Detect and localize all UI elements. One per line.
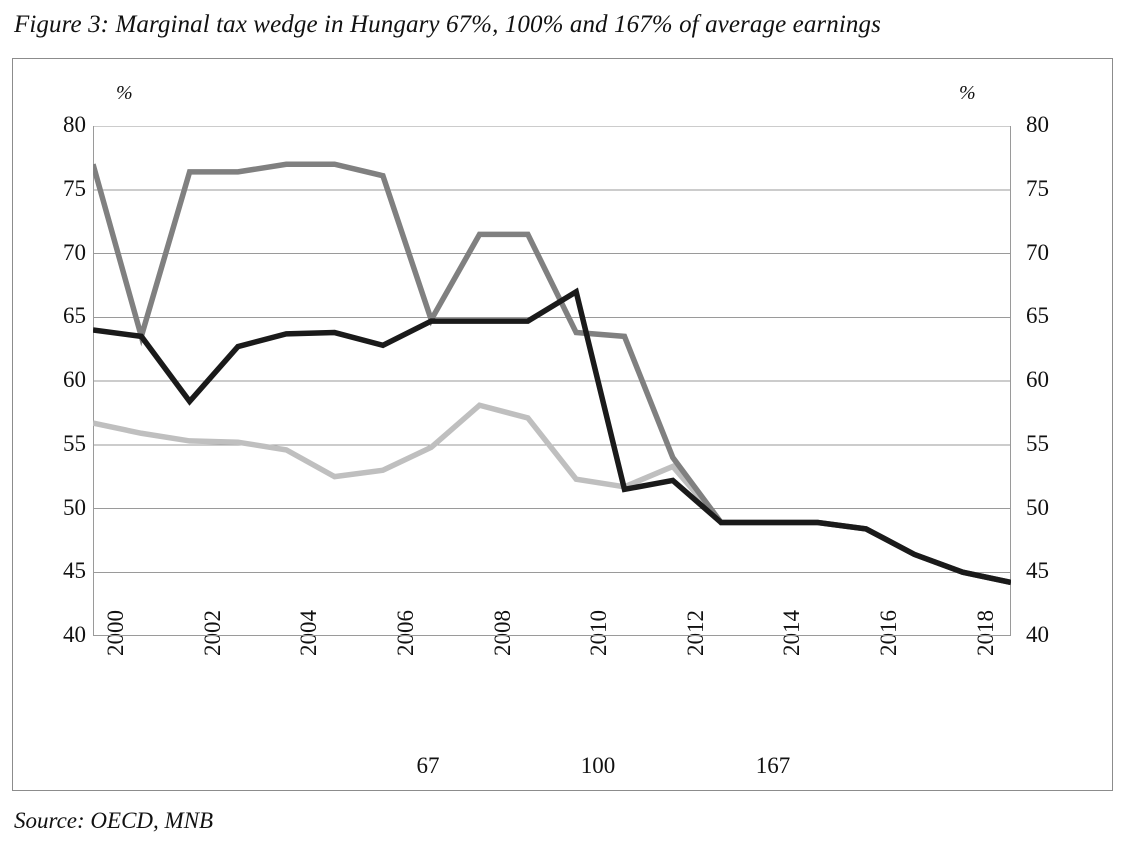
y-axis-tick-label: 45 — [1026, 558, 1049, 584]
y-axis-tick-label: 65 — [63, 303, 86, 329]
y-axis-tick-label: 40 — [63, 622, 86, 647]
legend-item-100[interactable]: 100 — [580, 753, 616, 778]
y-axis-tick-label: 80 — [1026, 112, 1049, 137]
y-axis-tick-label: 50 — [1026, 494, 1049, 520]
y-axis-tick-label: 65 — [1026, 303, 1049, 329]
chart-frame: % % 40 45 50 55 60 65 70 75 80 40 45 50 55 60 65 70 75 8… — [12, 58, 1113, 791]
y-axis-tick-label: 50 — [63, 494, 86, 520]
y-axis-tick-label: 75 — [63, 175, 86, 201]
series-line-67 — [93, 161, 1011, 586]
y-axis-tick-label: 70 — [1026, 239, 1049, 265]
legend-item-167[interactable]: 167 — [755, 753, 791, 778]
series-lines — [93, 161, 1011, 586]
y-axis-tick-label: 70 — [63, 239, 86, 265]
y-axis-tick-label: 80 — [63, 112, 86, 137]
plot-area — [93, 126, 1011, 636]
series-line-167 — [93, 402, 1011, 586]
y-axis-tick-label: 55 — [63, 430, 86, 456]
y-axis-tick-label: 55 — [1026, 430, 1049, 456]
y-axis-tick-label: 60 — [1026, 367, 1049, 392]
left-axis-unit-label: % — [116, 82, 133, 104]
gridlines — [93, 126, 1011, 636]
y-axis-tick-label: 60 — [63, 367, 86, 392]
y-axis-tick-label: 40 — [1026, 622, 1049, 647]
legend-item-67[interactable]: 67 — [416, 753, 440, 778]
figure-title: Figure 3: Marginal tax wedge in Hungary … — [14, 11, 881, 38]
y-axis-tick-label: 75 — [1026, 175, 1049, 201]
series-line-100 — [93, 287, 1011, 586]
right-axis-unit-label: % — [959, 82, 976, 104]
line-chart-svg — [93, 126, 1011, 636]
source-note: Source: OECD, MNB — [14, 808, 214, 833]
y-axis-tick-label: 45 — [63, 558, 86, 584]
